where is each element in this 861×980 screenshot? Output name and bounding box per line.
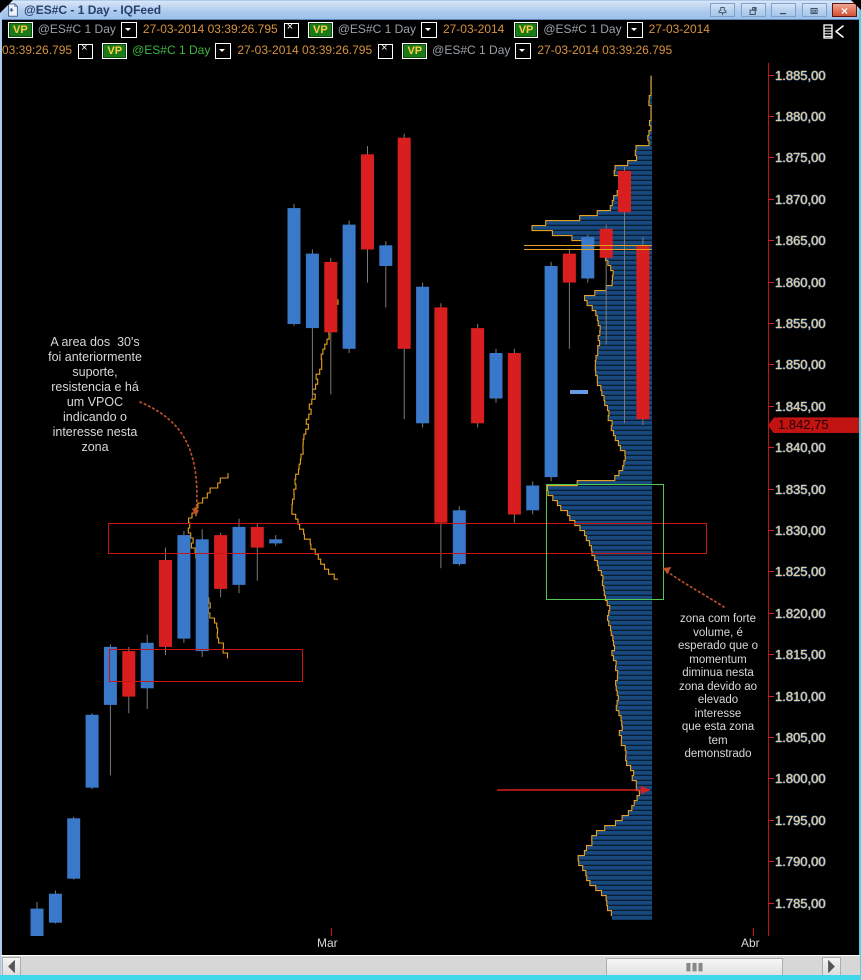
svg-text:▮▮▮: ▮▮▮	[685, 961, 703, 973]
